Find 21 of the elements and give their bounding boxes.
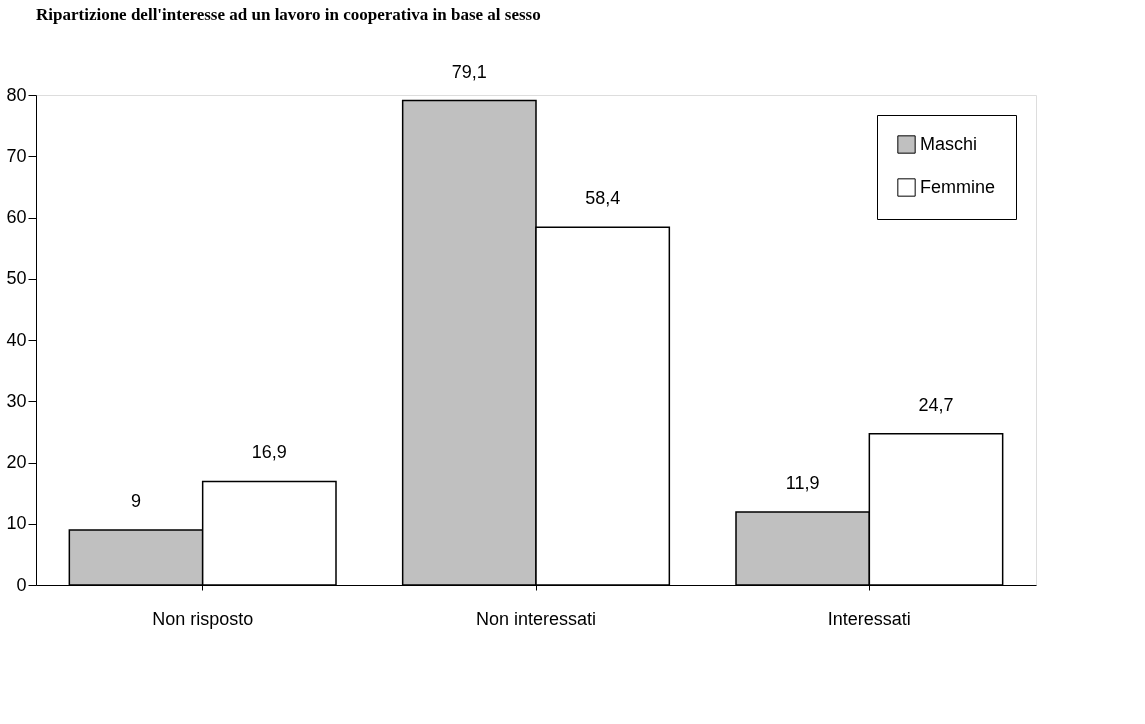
y-tick-label: 60: [6, 207, 27, 227]
data-label: 79,1: [451, 61, 487, 82]
y-tick-label: 20: [6, 452, 27, 472]
y-tick-label: 80: [6, 84, 27, 105]
y-tick-label: 10: [6, 513, 27, 534]
legend-label: Maschi: [920, 133, 978, 154]
y-tick-label: 0: [16, 574, 27, 595]
y-tick-label: 70: [6, 145, 27, 166]
data-label: 9: [130, 490, 142, 511]
x-tick-label: Non risposto: [152, 608, 254, 629]
x-tick-label: Interessati: [827, 608, 911, 629]
y-tick-label: 40: [6, 329, 27, 350]
data-label: 58,4: [585, 188, 621, 209]
data-label: 11,9: [785, 473, 820, 494]
y-tick-label: 50: [6, 268, 27, 289]
data-label: 24,7: [918, 394, 954, 415]
data-label: 16,9: [251, 442, 287, 463]
legend-label: Femmine: [920, 176, 996, 197]
x-tick-label: Non interessati: [475, 608, 597, 629]
chart-title: Ripartizione dell'interesse ad un lavoro in cooperativa in base al sesso: [36, 4, 541, 24]
y-tick-label: 30: [6, 390, 27, 411]
